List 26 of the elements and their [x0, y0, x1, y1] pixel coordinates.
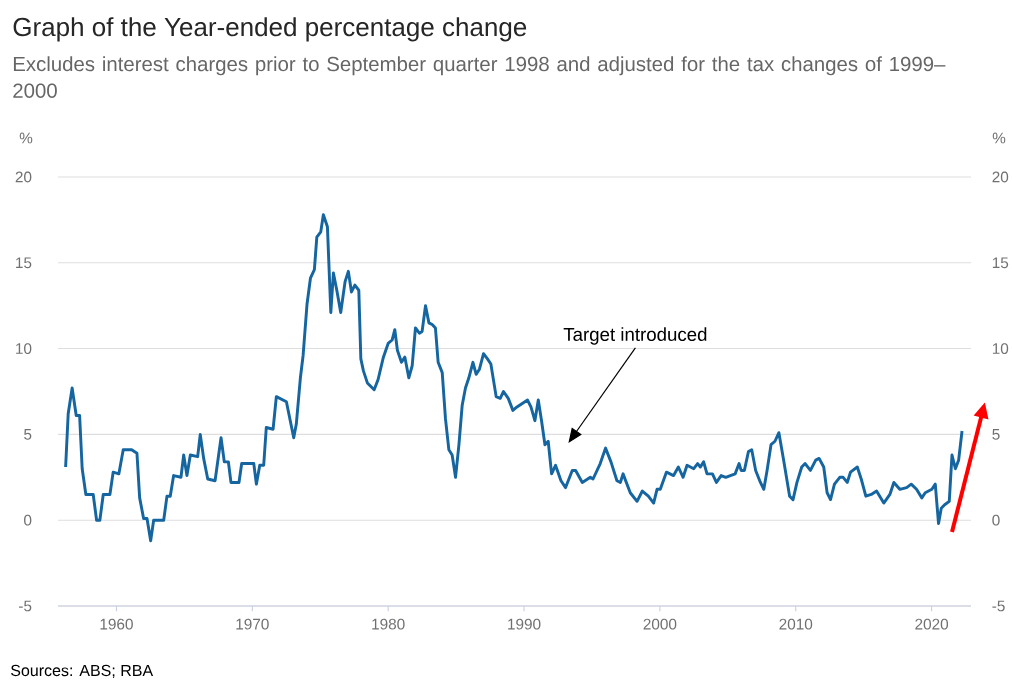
y2-tick-label: 0 — [992, 514, 1000, 526]
chart-subtitle: Excludes interest charges prior to September quarter 1998 and adjusted for the tax changes of 1999–2000 — [13, 56, 946, 98]
y2-tick-label: 10 — [992, 343, 1009, 355]
x-tick-label: 1980 — [372, 618, 405, 630]
x-tick-label: 2000 — [643, 618, 677, 630]
line-series — [64, 213, 964, 543]
y-tick-label: 20 — [15, 171, 32, 183]
chart-title: Graph of the Year-ended percentage change — [13, 17, 527, 42]
y-tick-label: 15 — [16, 257, 32, 269]
y2-tick-label: -5 — [992, 600, 1005, 612]
y-axis-title: % — [19, 132, 33, 144]
x-tick-label: 1990 — [508, 618, 541, 630]
x-tick-label: 1960 — [100, 618, 133, 630]
x-tick-label: 2020 — [915, 618, 949, 630]
y-tick-label: 0 — [24, 514, 32, 526]
y2-axis-title: % — [992, 132, 1006, 144]
y-tick-label: 10 — [16, 343, 32, 355]
y-tick-label: -5 — [19, 600, 32, 612]
annotation: Target introduced — [563, 327, 707, 345]
y2-tick-label: 5 — [992, 429, 1000, 440]
x-tick-label: 2010 — [779, 618, 813, 630]
y2-tick-label: 15 — [992, 257, 1009, 269]
x-tick-label: 1970 — [236, 618, 269, 630]
y-tick-label: 5 — [24, 429, 32, 440]
source-note: Sources: ABS; RBA — [11, 664, 154, 679]
y2-tick-label: 20 — [992, 171, 1009, 183]
